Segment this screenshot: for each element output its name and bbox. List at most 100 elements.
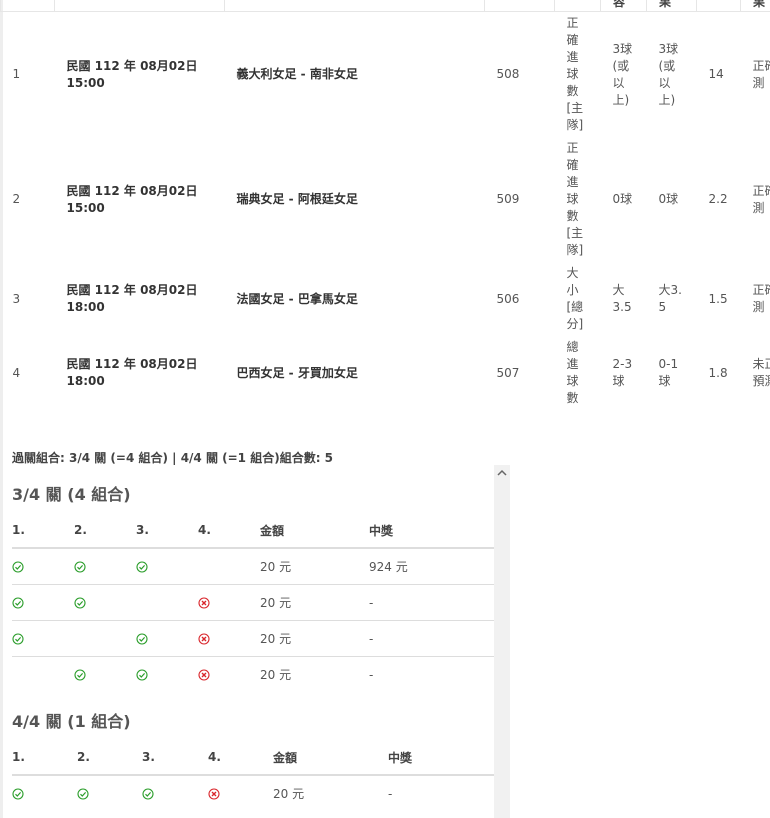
- combo-content: 3/4 關 (4 組合) 1. 2. 3. 4. 金額 中獎 20 元 924 元 20 元 -20…: [12, 465, 494, 811]
- combo-header: 2.: [74, 513, 136, 549]
- lose-icon: [198, 633, 210, 645]
- page-edge: [0, 0, 3, 818]
- combo-title: 4/4 關 (1 組合): [12, 712, 131, 731]
- leg-cell: [136, 657, 198, 693]
- lose-icon: [208, 788, 220, 800]
- odds: 1.5: [708, 291, 728, 306]
- odds: 1.8: [708, 365, 728, 380]
- win-icon: [12, 597, 24, 609]
- scrollbar[interactable]: [494, 465, 510, 818]
- header-cell: [0, 0, 55, 12]
- match-date: 民國 112 年 08月02日: [66, 357, 198, 371]
- bet-type: 正確進球數[主隊]: [566, 16, 584, 132]
- win-icon: [74, 597, 86, 609]
- bet-type: 大小[總分]: [566, 266, 584, 331]
- header-row: 容 果 果: [0, 0, 770, 12]
- combo-header: 3.: [142, 740, 208, 776]
- combo-header: 2.: [77, 740, 142, 776]
- match-time: 15:00: [66, 75, 105, 90]
- result: 3球(或以上): [658, 41, 679, 107]
- summary: 過關組合: 3/4 關 (=4 組合) | 4/4 關 (=1 組合)組合數: …: [12, 451, 334, 465]
- win-icon: [12, 561, 24, 573]
- prize: -: [388, 786, 393, 801]
- win-icon: [74, 669, 86, 681]
- scroll-up-arrow[interactable]: [497, 468, 507, 478]
- match-code: 507: [496, 365, 520, 380]
- result: 0球: [658, 192, 679, 206]
- prize: -: [369, 584, 494, 621]
- selection: 3球(或以上): [612, 41, 633, 107]
- win-icon: [77, 788, 89, 800]
- amount: 20 元: [260, 668, 292, 682]
- match-time: 15:00: [66, 200, 105, 215]
- leg-cell: [12, 775, 77, 811]
- leg-cell: [198, 548, 260, 585]
- combo-header: 金額: [273, 740, 388, 776]
- leg-cell: [198, 620, 260, 657]
- win-icon: [74, 561, 86, 573]
- lose-icon: [198, 597, 210, 609]
- leg-cell: [136, 620, 198, 657]
- status: 正確預測: [752, 183, 770, 215]
- selection: 2-3球: [612, 357, 633, 388]
- status: 未正確預測: [752, 357, 770, 388]
- match-teams: 巴西女足 - 牙買加女足: [236, 365, 358, 380]
- status: 正確預測: [752, 58, 770, 90]
- combo-table: 1. 2. 3. 4. 金額 中獎 20 元 924 元 20 元 -20 元 -20 元-: [12, 513, 494, 692]
- match-row: 2 民國 112 年 08月02日 15:00 瑞典女足 - 阿根廷女足 509 正確進球…: [1, 137, 770, 262]
- match-datetime: 民國 112 年 08月02日 15:00: [55, 12, 225, 138]
- win-icon: [12, 788, 24, 800]
- prize: -: [369, 667, 374, 682]
- match-teams: 瑞典女足 - 阿根廷女足: [236, 192, 358, 206]
- header-cell: 果: [740, 0, 770, 12]
- leg-cell: [12, 548, 74, 585]
- leg-cell: [74, 657, 136, 693]
- match-code: 506: [496, 291, 520, 306]
- selection: 0球: [612, 192, 633, 206]
- leg-cell: [136, 548, 198, 585]
- combo-header: 4.: [198, 513, 260, 549]
- win-icon: [12, 633, 24, 645]
- leg-cell: [12, 657, 74, 693]
- combo-header: 3.: [136, 513, 198, 549]
- odds: 2.2: [708, 192, 728, 206]
- match-teams: 法國女足 - 巴拿馬女足: [236, 291, 358, 306]
- combo-header-row: 1. 2. 3. 4. 金額 中獎: [12, 740, 494, 776]
- win-icon: [136, 633, 148, 645]
- combo-header: 中獎: [388, 740, 494, 776]
- row-no: 2: [12, 192, 21, 206]
- header-cell: [224, 0, 485, 12]
- header-cell: [696, 0, 741, 12]
- combo-row: 20 元-: [12, 584, 494, 621]
- leg-cell: [74, 620, 136, 657]
- row-no: 4: [12, 365, 21, 380]
- match-table: 容 果 果 1 民國 112 年 08月02日 15:00 義大利女足 - 南非女足 5…: [0, 0, 770, 405]
- match-teams: 義大利女足 - 南非女足: [236, 67, 358, 81]
- combo-header: 中獎: [369, 513, 494, 549]
- amount: 20 元: [260, 620, 369, 657]
- header-cell: [54, 0, 225, 12]
- combo-header: 1.: [12, 740, 77, 776]
- leg-cell: [208, 775, 273, 811]
- win-icon: [136, 561, 148, 573]
- combo-header: 金額: [260, 513, 369, 549]
- combo-row: 20 元 -: [12, 657, 494, 693]
- leg-cell: [12, 584, 74, 621]
- combo-panel: 3/4 關 (4 組合) 1. 2. 3. 4. 金額 中獎 20 元 924 元 20 元 -20…: [0, 465, 510, 818]
- status: 正確預測: [752, 283, 770, 314]
- match-code: 508: [496, 67, 520, 81]
- leg-cell: [198, 584, 260, 621]
- lose-icon: [198, 669, 210, 681]
- bet-type: 總進球數: [566, 340, 579, 405]
- header-cell: [484, 0, 555, 12]
- leg-cell: [136, 584, 198, 621]
- match-time: 18:00: [66, 374, 105, 388]
- bet-type: 正確進球數[主隊]: [566, 141, 584, 257]
- amount: 20 元: [260, 584, 369, 621]
- match-datetime: 民國 112 年 08月02日 15:00: [55, 137, 225, 262]
- combo-table: 1. 2. 3. 4. 金額 中獎 20 元 -: [12, 740, 494, 811]
- combo-header-row: 1. 2. 3. 4. 金額 中獎: [12, 513, 494, 549]
- header-cell: 容: [600, 0, 647, 12]
- leg-cell: [142, 775, 208, 811]
